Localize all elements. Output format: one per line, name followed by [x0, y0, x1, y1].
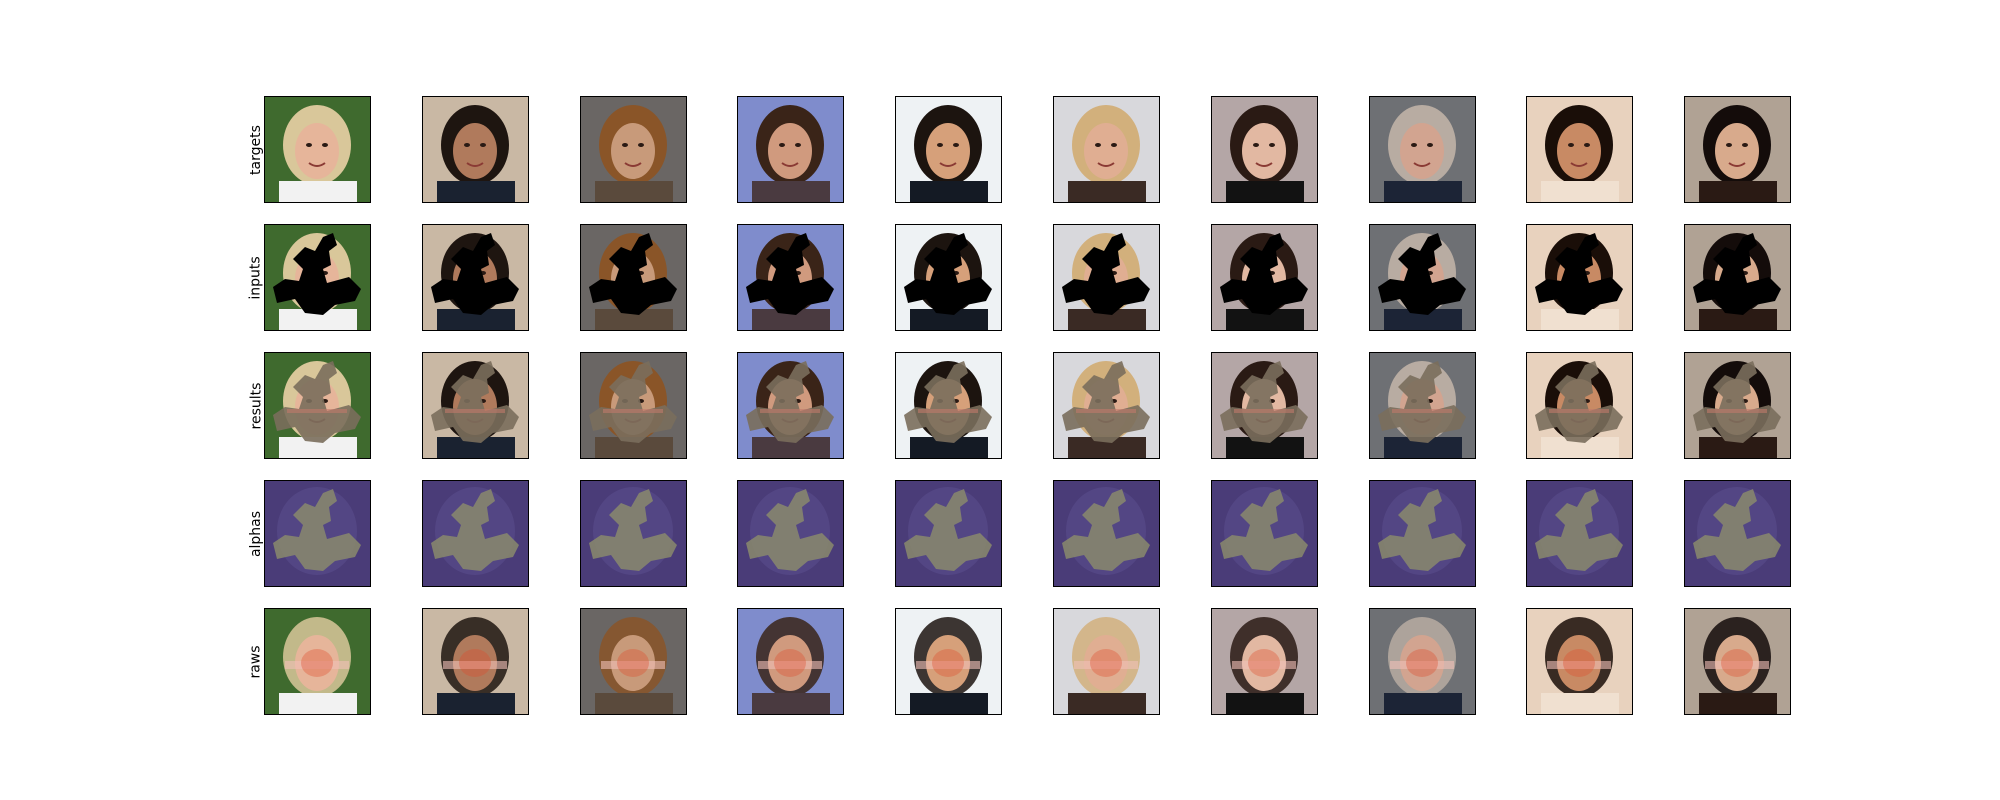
raws-image-6: [1053, 608, 1160, 715]
raws-image-4: [737, 608, 844, 715]
alphas-image-10: [1684, 480, 1791, 587]
alphas-image-8: [1369, 480, 1476, 587]
results-image-6: [1053, 352, 1160, 459]
inputs-image-3: [580, 224, 687, 331]
results-image-2: [422, 352, 529, 459]
inputs-image-4: [737, 224, 844, 331]
inputs-image-10: [1684, 224, 1791, 331]
alphas-image-2: [422, 480, 529, 587]
targets-image-5: [895, 96, 1002, 203]
targets-image-7: [1211, 96, 1318, 203]
alphas-image-6: [1053, 480, 1160, 587]
targets-image-6: [1053, 96, 1160, 203]
raws-image-1: [264, 608, 371, 715]
inputs-image-2: [422, 224, 529, 331]
results-image-7: [1211, 352, 1318, 459]
raws-image-2: [422, 608, 529, 715]
alphas-image-4: [737, 480, 844, 587]
targets-image-2: [422, 96, 529, 203]
results-image-8: [1369, 352, 1476, 459]
inputs-image-7: [1211, 224, 1318, 331]
targets-image-8: [1369, 96, 1476, 203]
targets-image-1: [264, 96, 371, 203]
row-label-text: targets: [248, 124, 264, 175]
alphas-image-3: [580, 480, 687, 587]
targets-image-3: [580, 96, 687, 203]
results-image-4: [737, 352, 844, 459]
results-image-5: [895, 352, 1002, 459]
results-image-9: [1526, 352, 1633, 459]
row-label-text: results: [248, 382, 264, 429]
inputs-image-9: [1526, 224, 1633, 331]
targets-image-4: [737, 96, 844, 203]
alphas-image-5: [895, 480, 1002, 587]
alphas-image-9: [1526, 480, 1633, 587]
raws-image-5: [895, 608, 1002, 715]
raws-image-7: [1211, 608, 1318, 715]
raws-image-8: [1369, 608, 1476, 715]
targets-image-9: [1526, 96, 1633, 203]
results-image-10: [1684, 352, 1791, 459]
row-label-text: alphas: [248, 510, 265, 557]
raws-image-9: [1526, 608, 1633, 715]
results-image-1: [264, 352, 371, 459]
targets-image-10: [1684, 96, 1791, 203]
inputs-image-8: [1369, 224, 1476, 331]
row-label-text: inputs: [248, 255, 264, 300]
alphas-image-7: [1211, 480, 1318, 587]
results-image-3: [580, 352, 687, 459]
raws-image-10: [1684, 608, 1791, 715]
alphas-image-1: [264, 480, 371, 587]
row-label-text: raws: [248, 644, 264, 679]
inputs-image-6: [1053, 224, 1160, 331]
raws-image-3: [580, 608, 687, 715]
inputs-image-1: [264, 224, 371, 331]
inputs-image-5: [895, 224, 1002, 331]
